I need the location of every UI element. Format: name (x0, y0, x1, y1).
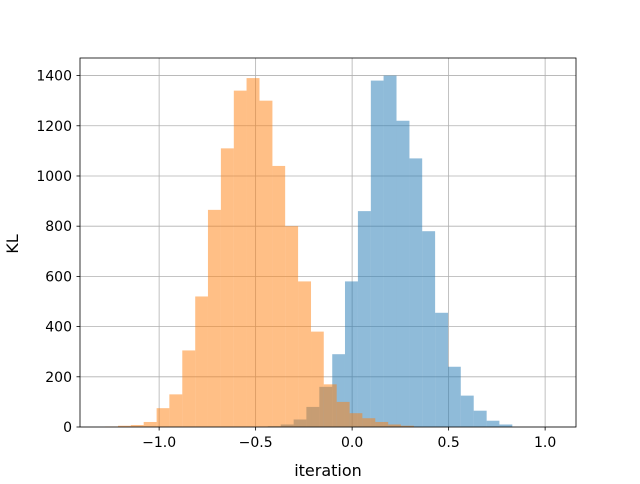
y-axis-ticks: 0 200 400 600 800 1000 1200 1400 (36, 69, 80, 436)
histogram-bar-series-1 (448, 366, 461, 427)
histogram-bar-series-1 (473, 410, 487, 427)
histogram-bar-series-1 (344, 281, 358, 427)
x-tick-label: 0.5 (437, 435, 459, 451)
histogram-bar-series-2 (118, 425, 131, 427)
y-tick-label: 800 (45, 219, 72, 235)
histogram-bar-series-2 (169, 394, 183, 427)
histogram-bar-series-1 (460, 395, 474, 427)
histogram-bar-series-2 (195, 296, 208, 427)
histogram-bar-series-1 (383, 75, 397, 428)
x-tick-label: −1.0 (142, 435, 176, 451)
x-tick-label: 0.0 (341, 435, 363, 451)
y-tick-label: 0 (63, 420, 72, 436)
histogram-bar-series-1 (409, 158, 423, 428)
histogram-bar-series-1 (422, 231, 436, 427)
histogram-bar-series-2 (388, 424, 401, 427)
histogram-bar-series-2 (156, 408, 170, 427)
histogram-bar-series-2 (375, 421, 389, 427)
histogram-bar-series-2 (311, 331, 324, 427)
histogram-bar-series-2 (207, 209, 221, 427)
histogram-bar-series-2 (362, 418, 376, 427)
grid (80, 58, 576, 428)
histogram-bars (105, 75, 513, 428)
histogram-bar-series-2 (400, 425, 414, 427)
histogram-bar-series-2 (220, 148, 234, 427)
histogram-bar-series-2 (259, 100, 273, 428)
histogram-bar-series-1 (357, 211, 371, 427)
histogram-bar-series-2 (272, 165, 286, 427)
y-axis-label: KL (3, 234, 22, 253)
histogram-bar-series-1 (370, 80, 384, 428)
histogram-bar-series-1 (396, 120, 410, 428)
histogram-bar-series-1 (486, 420, 500, 427)
histogram-bar-series-2 (298, 281, 312, 427)
plot-frame (79, 57, 577, 428)
histogram-bar-series-2 (143, 421, 157, 427)
histogram-bar-series-2 (246, 78, 260, 427)
histogram-bar-series-1 (435, 312, 449, 427)
y-tick-label: 1000 (36, 169, 72, 185)
x-axis-ticks: −1.0 −0.5 0.0 0.5 1.0 (142, 427, 556, 451)
y-tick-label: 600 (45, 269, 72, 285)
histogram-bar-series-2 (349, 413, 363, 427)
y-tick-label: 200 (45, 370, 72, 386)
histogram-bar-series-2 (336, 401, 350, 427)
x-tick-label: 1.0 (534, 435, 556, 451)
x-axis-label: iteration (294, 461, 362, 480)
histogram-bar-series-2 (182, 350, 196, 427)
histogram-bar-series-2 (285, 226, 299, 427)
histogram-bar-series-2 (130, 424, 144, 427)
x-tick-label: −0.5 (239, 435, 273, 451)
histogram-bar-series-2 (323, 384, 337, 427)
y-tick-label: 1200 (36, 119, 72, 135)
histogram-bar-series-1 (499, 424, 513, 427)
histogram-bar-series-2 (233, 90, 247, 427)
y-tick-label: 1400 (36, 69, 72, 85)
y-tick-label: 400 (45, 320, 72, 336)
